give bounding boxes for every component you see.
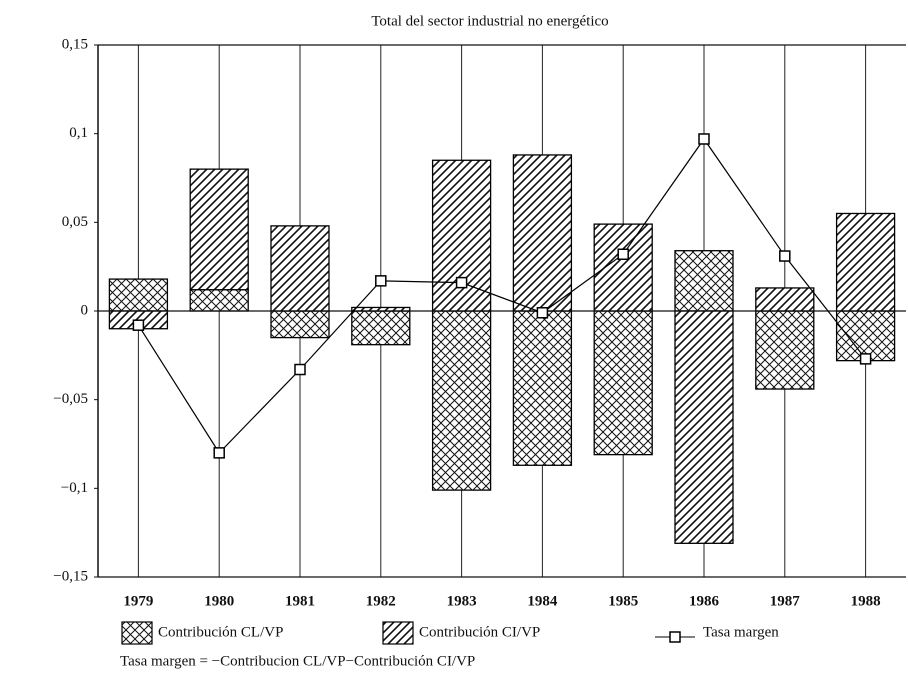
x-tick-label: 1979 <box>123 593 153 609</box>
note: Tasa margen = −Contribucion CL/VP−Contri… <box>120 653 475 669</box>
bar-segment <box>835 212 896 312</box>
x-tick-label: 1983 <box>447 593 477 609</box>
bar-segment <box>189 168 249 291</box>
x-tick-label: 1981 <box>285 593 315 609</box>
chart-title: Total del sector industrial no energétic… <box>371 13 608 29</box>
bar-segment <box>835 310 896 362</box>
point-marker <box>859 353 872 365</box>
bar-segment <box>351 310 411 346</box>
y-tick-label: −0,05 <box>53 391 88 407</box>
bar-segment <box>674 310 734 544</box>
x-tick-label: 1986 <box>689 593 720 609</box>
legend-swatch <box>121 621 153 645</box>
y-tick-label: 0,05 <box>62 214 88 230</box>
bar-segment <box>755 287 815 312</box>
point-marker <box>213 447 225 459</box>
line <box>137 137 867 454</box>
point-marker <box>536 307 549 319</box>
bar-segment <box>512 154 573 312</box>
x-tick-label: 1985 <box>608 593 638 609</box>
y-tick-label: −0,1 <box>61 480 88 496</box>
bar-segment <box>189 289 249 312</box>
point-marker <box>455 276 468 289</box>
x-tick-label: 1980 <box>204 593 234 609</box>
point-marker <box>698 133 710 145</box>
bar-segment <box>755 310 815 390</box>
bar-segment <box>270 310 330 339</box>
point-marker <box>779 250 791 262</box>
y-tick-label: 0,15 <box>62 36 88 52</box>
y-tick-label: −0,15 <box>53 568 88 584</box>
bar-segment <box>270 225 330 312</box>
x-tick-label: 1988 <box>851 593 881 609</box>
bar-segment <box>674 250 734 312</box>
legend-marker <box>669 631 681 643</box>
point-marker <box>294 363 306 376</box>
bar-segment <box>108 278 169 312</box>
legend-swatch <box>382 621 414 645</box>
point-marker <box>617 248 629 261</box>
point-marker <box>375 275 387 287</box>
bar-segment <box>431 159 492 312</box>
bar-segment <box>593 310 653 456</box>
x-tick-label: 1984 <box>527 593 558 609</box>
legend-label: Contribución CL/VP <box>158 624 283 640</box>
legend-label: Contribución CI/VP <box>419 624 540 640</box>
legend-label: Tasa margen <box>703 624 779 640</box>
x-tick-label: 1982 <box>366 593 396 609</box>
x-tick-label: 1987 <box>770 593 801 609</box>
bar-segment <box>512 310 573 466</box>
y-tick-label: 0 <box>81 302 89 318</box>
bar-segment <box>593 223 653 312</box>
bar-segment <box>431 310 492 491</box>
point-marker <box>132 319 145 331</box>
y-tick-label: 0,1 <box>69 125 88 141</box>
